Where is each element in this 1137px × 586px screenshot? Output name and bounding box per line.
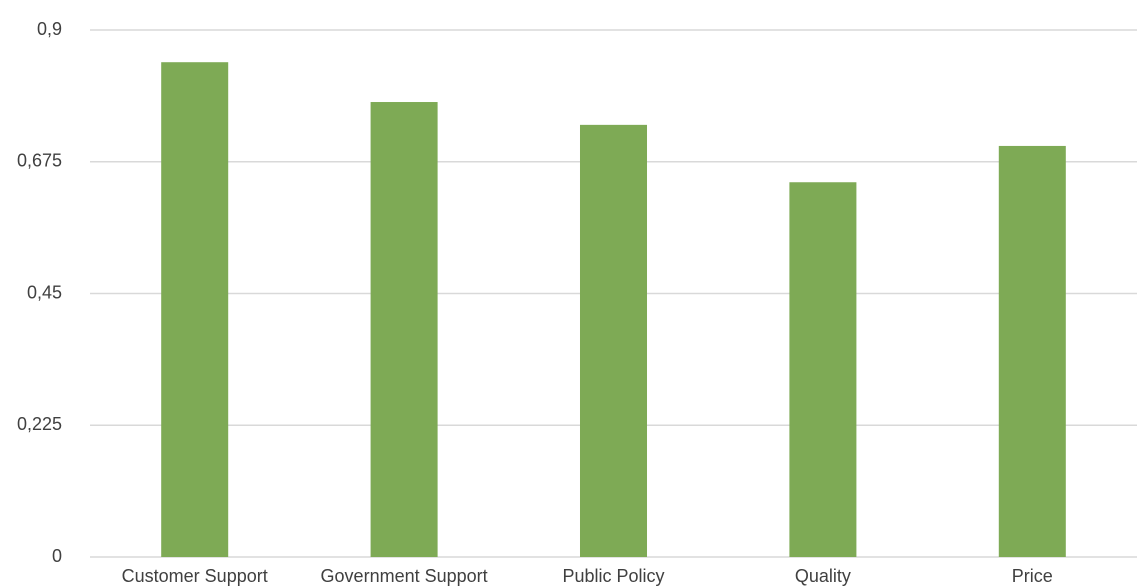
y-tick-label: 0,675 xyxy=(17,151,62,171)
y-tick-label: 0,225 xyxy=(17,414,62,434)
x-tick-label: Government Support xyxy=(321,566,488,586)
bar xyxy=(161,62,229,557)
x-tick-label: Quality xyxy=(795,566,851,586)
x-tick-label: Price xyxy=(1012,566,1053,586)
bar xyxy=(370,102,438,558)
y-tick-label: 0 xyxy=(52,546,62,566)
bar xyxy=(998,145,1066,557)
bar xyxy=(789,182,857,557)
x-tick-label: Customer Support xyxy=(122,566,268,586)
x-tick-label: Public Policy xyxy=(562,566,664,586)
y-tick-label: 0,9 xyxy=(37,19,62,39)
y-tick-label: 0,45 xyxy=(27,282,62,302)
bar xyxy=(579,124,648,558)
